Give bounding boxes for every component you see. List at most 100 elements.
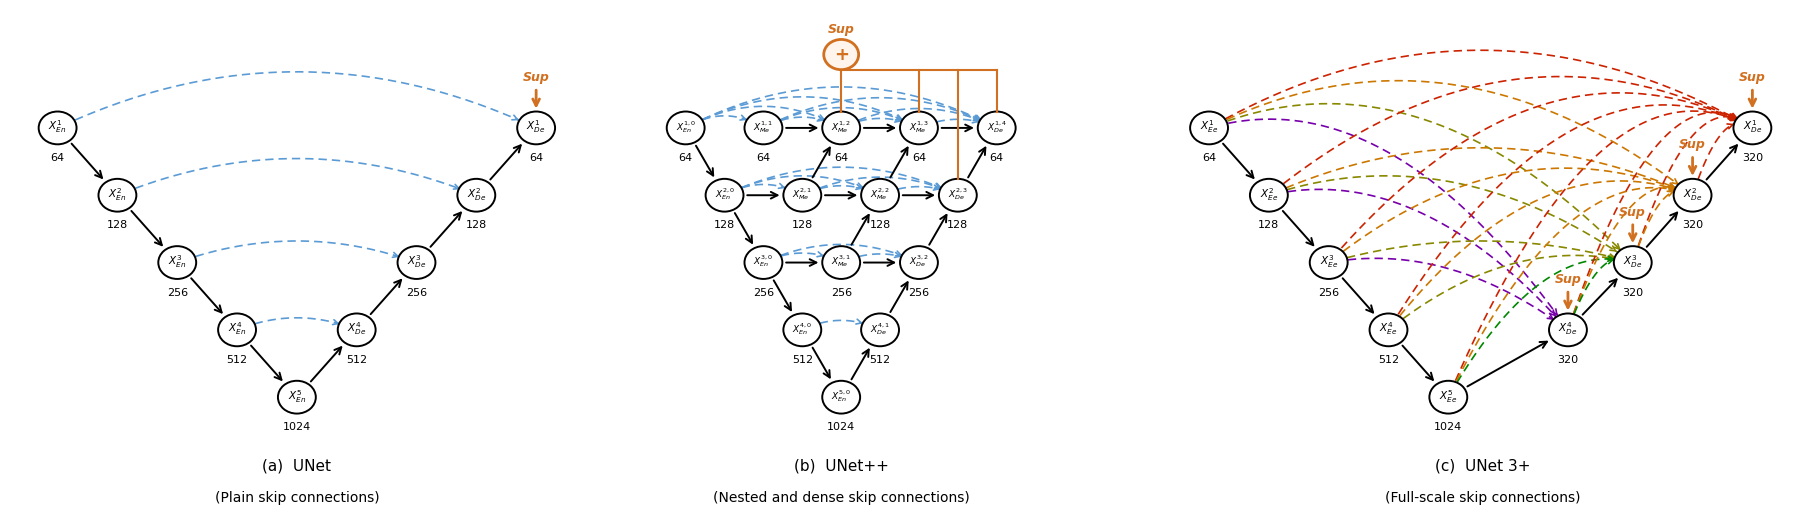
Circle shape — [99, 179, 137, 212]
Text: Sup: Sup — [827, 23, 854, 36]
Text: $X_{En}^{4,0}$: $X_{En}^{4,0}$ — [792, 321, 812, 337]
Text: $X_{Ee}^{2}$: $X_{Ee}^{2}$ — [1260, 186, 1278, 203]
Circle shape — [744, 246, 782, 279]
Text: 256: 256 — [1318, 288, 1339, 297]
Text: (b)  UNet++: (b) UNet++ — [794, 458, 888, 473]
Text: (Nested and dense skip connections): (Nested and dense skip connections) — [713, 491, 969, 505]
Text: $X_{Me}^{3,1}$: $X_{Me}^{3,1}$ — [830, 254, 850, 270]
Text: $X_{En}^{1}$: $X_{En}^{1}$ — [49, 119, 67, 136]
Text: 256: 256 — [830, 288, 852, 297]
Text: $X_{Ee}^{1}$: $X_{Ee}^{1}$ — [1199, 119, 1218, 136]
Text: 128: 128 — [466, 220, 487, 230]
Circle shape — [823, 39, 857, 70]
Circle shape — [1368, 313, 1406, 346]
Text: 64: 64 — [989, 153, 1004, 163]
Text: 128: 128 — [713, 220, 735, 230]
Text: Sup: Sup — [1619, 205, 1646, 219]
Circle shape — [783, 313, 821, 346]
Text: Sup: Sup — [522, 71, 549, 84]
Text: $X_{De}^{4}$: $X_{De}^{4}$ — [347, 321, 366, 337]
Text: 1024: 1024 — [283, 422, 310, 432]
Circle shape — [1428, 381, 1466, 413]
Text: 320: 320 — [1556, 355, 1578, 365]
Circle shape — [38, 112, 76, 144]
Text: (c)  UNet 3+: (c) UNet 3+ — [1435, 458, 1531, 473]
Text: 64: 64 — [834, 153, 848, 163]
Text: 512: 512 — [1377, 355, 1399, 365]
Circle shape — [1249, 179, 1287, 212]
Text: $X_{Me}^{1,1}$: $X_{Me}^{1,1}$ — [753, 119, 773, 135]
Text: (Full-scale skip connections): (Full-scale skip connections) — [1384, 491, 1579, 505]
Circle shape — [1189, 112, 1227, 144]
Text: 64: 64 — [529, 153, 543, 163]
Circle shape — [1549, 313, 1587, 346]
Circle shape — [218, 313, 256, 346]
Text: 320: 320 — [1740, 153, 1762, 163]
Text: 320: 320 — [1680, 220, 1702, 230]
Text: 64: 64 — [1202, 153, 1215, 163]
Circle shape — [457, 179, 495, 212]
Text: $X_{En}^{1,0}$: $X_{En}^{1,0}$ — [675, 119, 695, 135]
Text: $X_{En}^{5,0}$: $X_{En}^{5,0}$ — [830, 388, 850, 404]
Text: 64: 64 — [51, 153, 65, 163]
Text: +: + — [834, 46, 848, 63]
Text: $X_{Me}^{2,2}$: $X_{Me}^{2,2}$ — [870, 187, 890, 202]
Text: $X_{De}^{3,2}$: $X_{De}^{3,2}$ — [908, 254, 928, 270]
Circle shape — [861, 313, 899, 346]
Text: 256: 256 — [753, 288, 774, 297]
Text: $X_{Ee}^{4}$: $X_{Ee}^{4}$ — [1379, 321, 1397, 337]
Text: (a)  UNet: (a) UNet — [262, 458, 330, 473]
Circle shape — [706, 179, 744, 212]
Text: $X_{En}^{5}$: $X_{En}^{5}$ — [287, 388, 305, 405]
Text: $X_{Me}^{2,1}$: $X_{Me}^{2,1}$ — [792, 187, 812, 202]
Text: $X_{De}^{2}$: $X_{De}^{2}$ — [1682, 186, 1702, 203]
Text: 256: 256 — [166, 288, 188, 297]
Text: $X_{Ee}^{5}$: $X_{Ee}^{5}$ — [1439, 388, 1457, 405]
Text: 128: 128 — [106, 220, 128, 230]
Circle shape — [397, 246, 435, 279]
Text: $X_{De}^{3}$: $X_{De}^{3}$ — [1623, 253, 1641, 270]
Circle shape — [744, 112, 782, 144]
Circle shape — [1309, 246, 1347, 279]
Text: $X_{Me}^{1,3}$: $X_{Me}^{1,3}$ — [908, 119, 928, 135]
Text: 512: 512 — [791, 355, 812, 365]
Text: $X_{De}^{1}$: $X_{De}^{1}$ — [1742, 119, 1762, 136]
Circle shape — [1733, 112, 1771, 144]
Text: $X_{En}^{2}$: $X_{En}^{2}$ — [108, 186, 126, 203]
Circle shape — [159, 246, 197, 279]
Circle shape — [821, 246, 859, 279]
Text: $X_{De}^{3}$: $X_{De}^{3}$ — [406, 253, 426, 270]
Text: Sup: Sup — [1554, 273, 1581, 286]
Circle shape — [821, 112, 859, 144]
Text: 128: 128 — [868, 220, 890, 230]
Circle shape — [783, 179, 821, 212]
Text: $X_{En}^{2,0}$: $X_{En}^{2,0}$ — [715, 187, 735, 202]
Text: 128: 128 — [791, 220, 812, 230]
Text: 128: 128 — [1258, 220, 1278, 230]
Circle shape — [666, 112, 704, 144]
Text: $X_{Ee}^{3}$: $X_{Ee}^{3}$ — [1319, 253, 1338, 270]
Circle shape — [899, 246, 937, 279]
Text: 64: 64 — [679, 153, 693, 163]
Text: 128: 128 — [946, 220, 967, 230]
Circle shape — [1614, 246, 1652, 279]
Circle shape — [821, 381, 859, 413]
Text: (Plain skip connections): (Plain skip connections) — [215, 491, 379, 505]
Circle shape — [338, 313, 375, 346]
Text: 1024: 1024 — [1433, 422, 1462, 432]
Circle shape — [1673, 179, 1711, 212]
Text: 64: 64 — [912, 153, 926, 163]
Text: 320: 320 — [1621, 288, 1643, 297]
Text: $X_{En}^{3,0}$: $X_{En}^{3,0}$ — [753, 254, 773, 270]
Circle shape — [939, 179, 977, 212]
Text: Sup: Sup — [1679, 138, 1706, 151]
Text: $X_{De}^{1}$: $X_{De}^{1}$ — [527, 119, 545, 136]
Circle shape — [516, 112, 554, 144]
Text: 512: 512 — [868, 355, 890, 365]
Text: 512: 512 — [226, 355, 247, 365]
Text: $X_{De}^{4}$: $X_{De}^{4}$ — [1558, 321, 1578, 337]
Text: $X_{Me}^{1,2}$: $X_{Me}^{1,2}$ — [830, 119, 850, 135]
Circle shape — [278, 381, 316, 413]
Text: $X_{En}^{3}$: $X_{En}^{3}$ — [168, 253, 186, 270]
Text: $X_{En}^{4}$: $X_{En}^{4}$ — [227, 321, 245, 337]
